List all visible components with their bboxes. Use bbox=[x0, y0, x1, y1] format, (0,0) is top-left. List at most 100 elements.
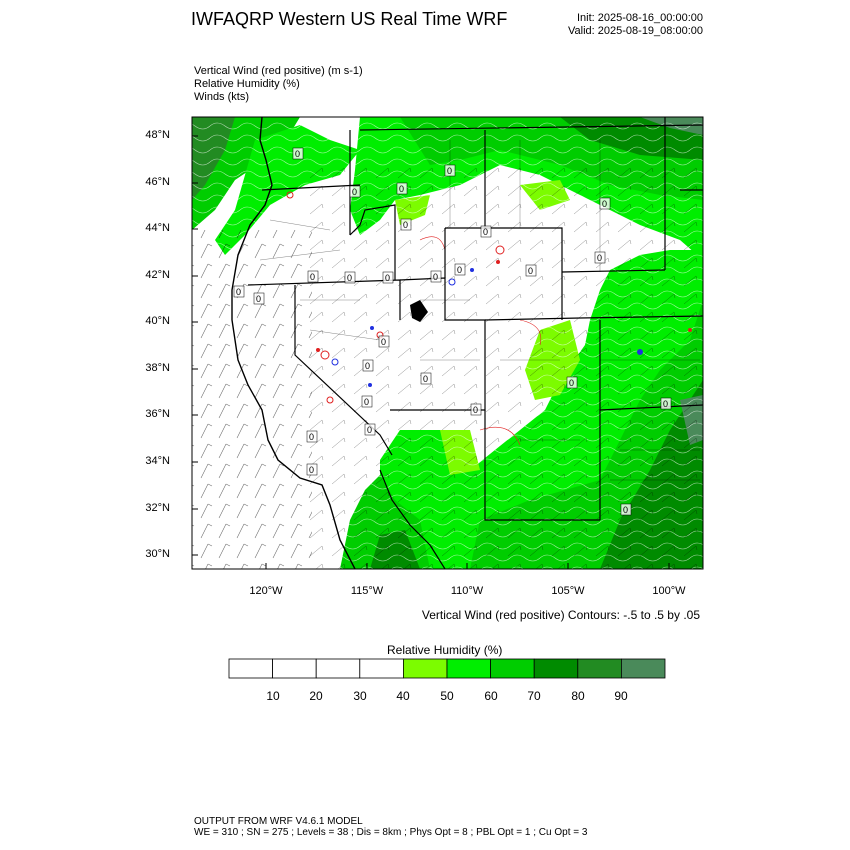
contour-label: 0 bbox=[602, 199, 607, 209]
colorbar-label-30: 30 bbox=[353, 689, 367, 703]
wind-barbs bbox=[192, 160, 703, 569]
lat-label-48n: 48°N bbox=[145, 129, 170, 141]
colorbar-boxes bbox=[228, 658, 666, 679]
contour-label-box bbox=[444, 164, 456, 177]
contour-label-box bbox=[599, 197, 611, 210]
contour-label-box bbox=[382, 271, 394, 284]
contour-label: 0 bbox=[483, 227, 488, 237]
contour-label: 0 bbox=[399, 184, 404, 194]
lon-label-115w: 115°W bbox=[350, 585, 384, 597]
contour-label-box bbox=[480, 225, 492, 238]
colorbar-box bbox=[533, 658, 579, 679]
great-salt-lake bbox=[410, 300, 428, 322]
contour-label-box bbox=[430, 270, 442, 283]
contour-label-box bbox=[470, 403, 482, 416]
contour-note: Vertical Wind (red positive) Contours: -… bbox=[421, 608, 700, 622]
contour-label-box bbox=[454, 263, 466, 276]
lat-label-36n: 36°N bbox=[145, 408, 170, 420]
contour-label: 0 bbox=[447, 166, 452, 176]
init-time: Init: 2025-08-16_00:00:00 bbox=[577, 12, 703, 24]
contour-label: 0 bbox=[256, 294, 261, 304]
contour-label: 0 bbox=[310, 272, 315, 282]
colorbar-title: Relative Humidity (%) bbox=[387, 643, 503, 657]
colorbar-box bbox=[577, 658, 622, 679]
colorbar-label-50: 50 bbox=[440, 689, 454, 703]
valid-time: Valid: 2025-08-19_08:00:00 bbox=[568, 25, 703, 37]
contour-label: 0 bbox=[385, 273, 390, 283]
contour-label-box bbox=[400, 218, 412, 231]
lat-label-42n: 42°N bbox=[145, 269, 170, 281]
lon-label-120w: 120°W bbox=[249, 585, 283, 597]
contour-label-box bbox=[233, 285, 245, 298]
contour-label: 0 bbox=[352, 187, 357, 197]
contour-label: 0 bbox=[457, 265, 462, 275]
contour-label: 0 bbox=[473, 405, 478, 415]
colorbar-label-70: 70 bbox=[527, 689, 541, 703]
contour-label-box bbox=[378, 335, 390, 348]
contour-label-box bbox=[620, 503, 632, 516]
colorbar-label-40: 40 bbox=[396, 689, 410, 703]
contour-label: 0 bbox=[569, 378, 574, 388]
colorbar-box bbox=[490, 658, 535, 679]
lat-label-30n: 30°N bbox=[145, 548, 170, 560]
colorbar-label-10: 10 bbox=[266, 689, 280, 703]
contour-label-box bbox=[594, 251, 606, 264]
contour-label-box bbox=[660, 397, 672, 410]
map-canvas: 0 0 0 0 0 0 0 0 0 0 0 0 0 0 0 0 0 0 0 0 0 0 0 0 0 0 0 bbox=[192, 117, 703, 569]
contour-label: 0 bbox=[381, 337, 386, 347]
lat-label-40n: 40°N bbox=[145, 315, 170, 327]
colorbar-box bbox=[402, 658, 448, 679]
axis-ticks bbox=[192, 135, 670, 569]
contour-label-box bbox=[566, 376, 578, 389]
footer-config: WE = 310 ; SN = 275 ; Levels = 38 ; Dis … bbox=[194, 827, 588, 838]
init-valid-times: Init: 2025-08-16_00:00:00 Valid: 2025-08… bbox=[540, 12, 703, 38]
colorbar bbox=[228, 658, 666, 679]
colorbar-box bbox=[228, 658, 273, 679]
contour-label-box bbox=[396, 182, 408, 195]
contour-label: 0 bbox=[528, 266, 533, 276]
contour-label-box bbox=[253, 292, 265, 305]
colorbar-label-80: 80 bbox=[571, 689, 585, 703]
colorbar-label-20: 20 bbox=[309, 689, 323, 703]
colorbar-label-90: 90 bbox=[614, 689, 628, 703]
state-borders bbox=[247, 117, 703, 521]
lon-label-100w: 100°W bbox=[652, 585, 686, 597]
contour-label: 0 bbox=[423, 374, 428, 384]
lat-label-38n: 38°N bbox=[145, 362, 170, 374]
lat-label-34n: 34°N bbox=[145, 455, 170, 467]
lon-label-105w: 105°W bbox=[551, 585, 585, 597]
contour-label: 0 bbox=[364, 397, 369, 407]
contour-label-box bbox=[525, 264, 537, 277]
contour-label-box bbox=[307, 270, 319, 283]
contour-label: 0 bbox=[403, 220, 408, 230]
contour-label-box bbox=[364, 423, 376, 436]
colorbar-box bbox=[359, 658, 404, 679]
lon-label-110w: 110°W bbox=[450, 585, 484, 597]
contour-label-box bbox=[292, 147, 304, 160]
contour-label: 0 bbox=[347, 273, 352, 283]
gulf-of-california bbox=[379, 469, 446, 569]
colorbar-label-60: 60 bbox=[484, 689, 498, 703]
contour-label-box bbox=[361, 395, 373, 408]
colorbar-box bbox=[446, 658, 491, 679]
colorbar-box bbox=[315, 658, 361, 679]
contour-label: 0 bbox=[309, 432, 314, 442]
contour-label: 0 bbox=[309, 465, 314, 475]
contour-label: 0 bbox=[623, 505, 628, 515]
colorbar-box bbox=[621, 658, 666, 679]
lat-label-32n: 32°N bbox=[145, 502, 170, 514]
footer-model: OUTPUT FROM WRF V4.6.1 MODEL bbox=[194, 816, 363, 827]
contour-label: 0 bbox=[365, 361, 370, 371]
pacific-coastline bbox=[231, 117, 356, 569]
contour-label: 0 bbox=[295, 149, 300, 159]
lat-label-44n: 44°N bbox=[145, 222, 170, 234]
contour-label-box bbox=[362, 359, 374, 372]
field-label-winds: Winds (kts) bbox=[194, 91, 249, 103]
zero-contour-labels: 0 0 0 0 0 0 0 0 0 0 0 0 0 0 0 0 0 0 0 0 0 0 0 0 0 0 0 bbox=[233, 147, 672, 516]
contour-label: 0 bbox=[663, 399, 668, 409]
plot-title: IWFAQRP Western US Real Time WRF bbox=[191, 9, 508, 29]
contour-label-box bbox=[420, 372, 432, 385]
contour-label: 0 bbox=[236, 287, 241, 297]
contour-label-box bbox=[306, 463, 318, 476]
